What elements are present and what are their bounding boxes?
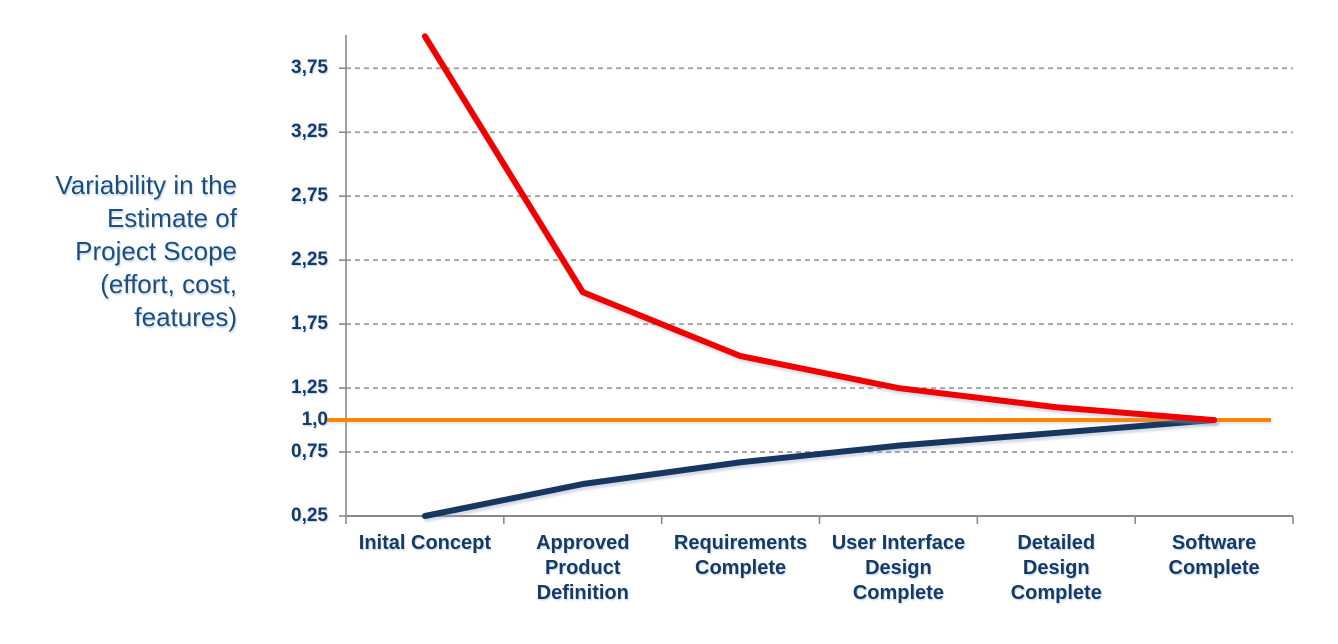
high-estimate-bound-line (421, 33, 1218, 424)
y-axis-title: Variability in the Estimate of Project Sco… (55, 170, 237, 332)
low-estimate-bound-line (421, 417, 1218, 519)
